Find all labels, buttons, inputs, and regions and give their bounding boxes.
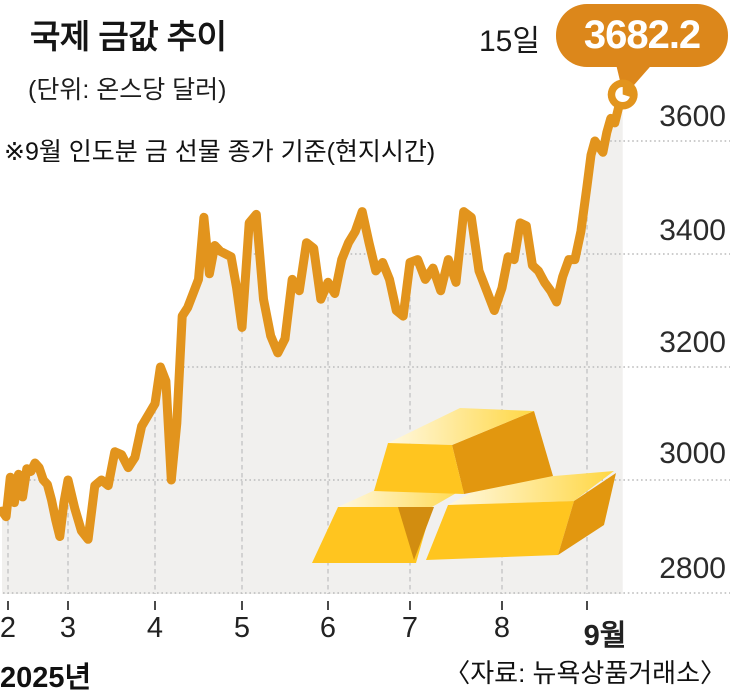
y-axis-label-3200: 3200 [659,326,726,359]
x-axis-ticks [7,601,588,610]
year-label: 2025년 [0,662,92,694]
callout-bubble: 3682.2 [556,4,728,67]
x-axis-label-may: 5 [233,612,251,644]
y-axis-label-2800: 2800 [659,552,726,585]
x-axis-label-aug: 8 [493,612,511,644]
end-marker-notch [622,84,633,98]
x-axis-label-mar: 3 [59,612,77,644]
callout-date-label: 15일 [479,25,540,58]
x-axis-label-jun: 6 [319,612,337,644]
gold-bars-icon [312,408,616,563]
x-axis-label-sep: 9월 [583,620,627,652]
page-title: 국제 금값 추이 [30,18,227,55]
source-label: 〈자료: 뉴욕상품거래소〉 [444,658,726,688]
y-axis-label-3400: 3400 [659,214,726,247]
x-axis-label-apr: 4 [146,612,164,644]
y-axis-label-3600: 3600 [659,100,726,133]
unit-note: (단위: 온스당 달러) [28,76,227,104]
y-axis-label-3000: 3000 [659,437,726,470]
callout-value: 3682.2 [583,13,701,57]
price-line [0,90,628,544]
footnote: ※9월 인도분 금 선물 종가 기준(현지시간) [4,138,436,166]
x-axis-label-jul: 7 [401,612,419,644]
x-axis-label-feb: 2 [0,612,17,644]
